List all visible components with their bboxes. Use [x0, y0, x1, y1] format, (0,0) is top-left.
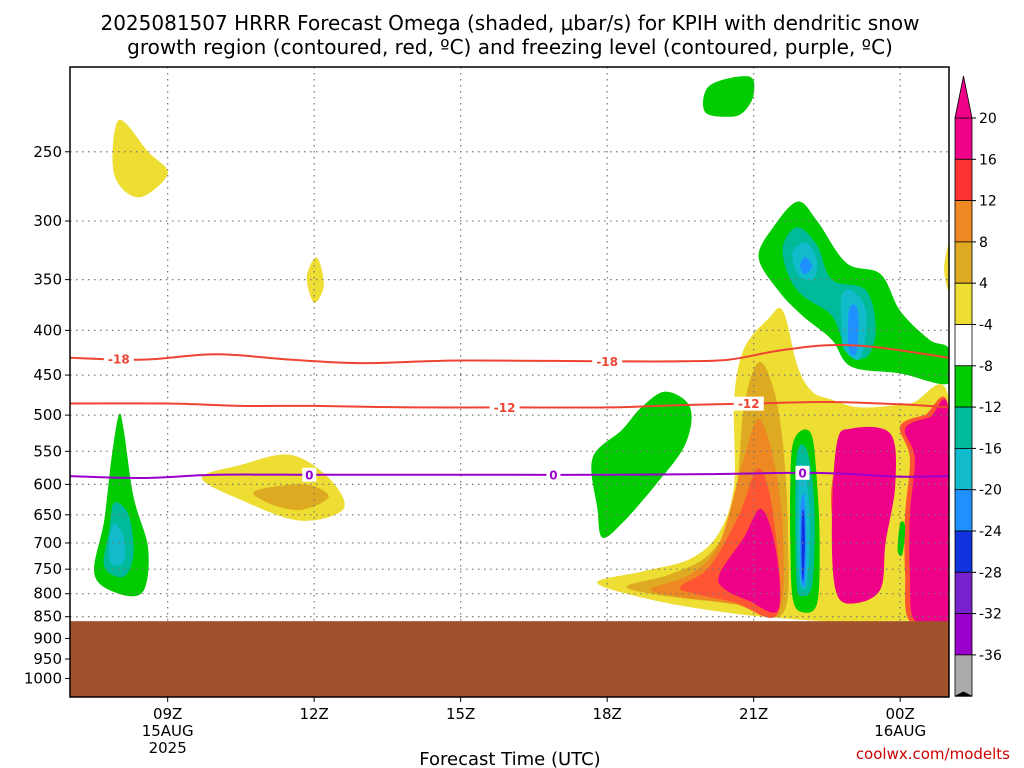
y-tick-label: 800: [33, 585, 62, 603]
y-tick-label: 900: [33, 629, 62, 647]
colorbar-bin: [954, 200, 973, 243]
y-tick-label: 700: [33, 534, 62, 552]
colorbar-label: 4: [979, 276, 988, 292]
omega-region-magenta: [718, 508, 781, 613]
x-tick-label: 18Z: [592, 705, 621, 723]
colorbar-bin: [954, 489, 973, 532]
colorbar-label: 12: [979, 194, 997, 210]
y-tick-label: 650: [33, 506, 62, 524]
colorbar-bin: [954, 282, 973, 325]
y-tick-label: 1000: [24, 669, 62, 687]
contour-label-bg: [103, 351, 134, 366]
x-tick-label: 09Z: [153, 705, 182, 723]
contour-label: -12: [494, 401, 516, 415]
dsg-contour: [69, 400, 950, 409]
colorbar-label: -32: [979, 607, 1002, 623]
chart-title-line2: growth region (contoured, red, ºC) and f…: [127, 35, 893, 59]
omega-region-blue_light: [800, 257, 813, 275]
y-tick-label: 250: [33, 143, 62, 161]
omega-region-cyan: [108, 523, 126, 566]
x-tick-label: 00Z: [885, 705, 914, 723]
omega-region-green: [591, 391, 692, 538]
x-tick-label: 15AUG: [142, 722, 194, 740]
x-tick-label: 12Z: [299, 705, 328, 723]
grid: [70, 67, 949, 622]
x-tick-label: 16AUG: [874, 722, 926, 740]
contour-label-bg: [592, 354, 623, 369]
colorbar-bin: [954, 117, 973, 160]
credit-link[interactable]: coolwx.com/modelts: [856, 745, 1010, 763]
y-axis: 250 300 350 400 450 500 550 600 650 700 750 800 850 9…: [24, 143, 70, 687]
plot-area: [70, 76, 949, 697]
y-tick-label: 300: [33, 212, 62, 230]
colorbar-bin: [954, 654, 973, 697]
x-tick-label: 21Z: [739, 705, 768, 723]
omega-region-magenta: [904, 399, 949, 638]
omega-region-yellow: [306, 257, 324, 303]
colorbar-arrow-top: [954, 75, 973, 119]
y-tick-label: 350: [33, 271, 62, 289]
colorbar-label: -20: [979, 483, 1002, 499]
colorbar-label: 8: [979, 235, 988, 251]
y-tick-label: 850: [33, 608, 62, 626]
omega-region-green: [703, 76, 755, 117]
x-tick-label: 15Z: [446, 705, 475, 723]
contour-label: 0: [798, 466, 806, 480]
dsg-contour: [69, 343, 950, 365]
y-tick-label: 500: [33, 406, 62, 424]
colorbar-bin: [954, 365, 973, 408]
colorbar-bin: [954, 571, 973, 614]
colorbar-bin: [954, 241, 973, 284]
y-tick-label: 600: [33, 475, 62, 493]
y-tick-label: 400: [33, 321, 62, 339]
contours: -18 -18 -12 -12 0 0 0: [69, 343, 950, 482]
colorbar-bin: [954, 324, 973, 367]
contour-label-bg: [489, 400, 520, 415]
omega-region-green: [897, 521, 906, 556]
colorbar-label: -12: [979, 400, 1002, 416]
y-tick-label: 750: [33, 560, 62, 578]
plot-frame: [69, 66, 950, 698]
colorbar-label: -36: [979, 648, 1002, 664]
contour-label: -18: [596, 355, 618, 369]
omega-region-blue_light: [848, 304, 859, 356]
colorbar-label: -8: [979, 359, 993, 375]
contour-label: -18: [108, 352, 130, 366]
x-axis-title: Forecast Time (UTC): [419, 749, 600, 768]
colorbar-label: 20: [979, 111, 997, 127]
y-tick-label: 550: [33, 442, 62, 460]
chart-title-line1: 2025081507 HRRR Forecast Omega (shaded, …: [100, 11, 919, 35]
ground-fill: [70, 621, 949, 697]
colorbar-bin: [954, 613, 973, 656]
x-tick-label: 2025: [149, 739, 187, 757]
omega-region-yellow: [944, 245, 949, 291]
colorbar-label: -28: [979, 565, 1002, 581]
y-tick-label: 450: [33, 366, 62, 384]
colorbar-label: 16: [979, 152, 997, 168]
omega-region-blue_dark: [801, 509, 805, 582]
colorbar-bin: [954, 406, 973, 449]
colorbar-bin: [954, 447, 973, 491]
omega-region-yellow: [112, 119, 168, 198]
y-tick-label: 950: [33, 650, 62, 668]
contour-label: 0: [549, 468, 557, 482]
contour-label-bg: [733, 396, 764, 411]
colorbar-label: -16: [979, 441, 1002, 457]
omega-region-magenta: [831, 426, 897, 604]
omega-region-gold: [253, 484, 329, 511]
freezing-level-contour: [69, 471, 950, 480]
contour-label: -12: [738, 397, 760, 411]
colorbar-arrow-bottom: [954, 691, 973, 697]
colorbar-label: -4: [979, 318, 993, 334]
contour-label-bg: [546, 467, 561, 482]
colorbar-bin: [954, 530, 973, 573]
contour-label-bg: [302, 467, 317, 482]
colorbar: 20 16 12 8 4 -4 -8 -12 -16 -20 -24 -28 -32 -36: [954, 75, 1002, 697]
colorbar-label: -24: [979, 524, 1002, 540]
colorbar-bin: [954, 158, 973, 202]
contour-label: 0: [305, 468, 313, 482]
contour-label-bg: [795, 465, 810, 480]
